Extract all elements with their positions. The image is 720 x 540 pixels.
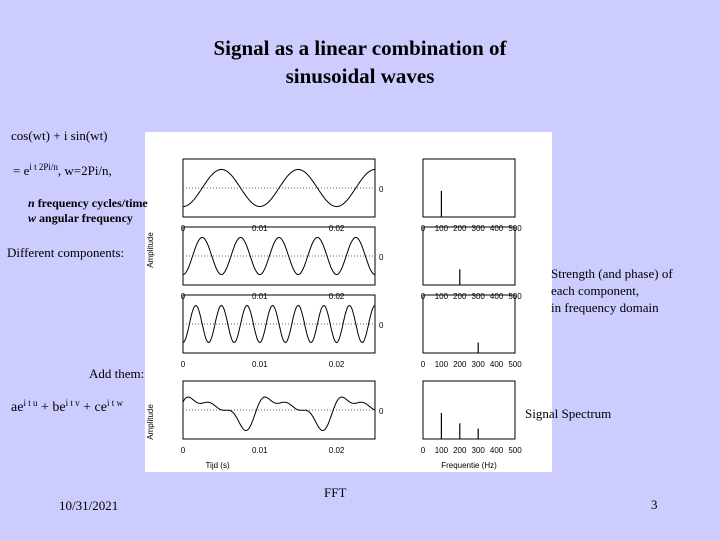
exp-prefix: = e <box>13 163 30 178</box>
waveform-line <box>182 396 376 431</box>
time-tick-label: 0.02 <box>329 360 345 369</box>
time-tick-label: 0.01 <box>252 224 268 233</box>
frequency-tick-label: 400 <box>490 292 504 301</box>
frequency-tick-label: 200 <box>453 224 467 233</box>
frequency-tick-label: 300 <box>472 360 486 369</box>
frequency-tick-label: 300 <box>472 292 486 301</box>
zero-label: 0 <box>379 253 384 262</box>
time-axis-label: Tijd (s) <box>205 461 229 470</box>
frequency-tick-label: 500 <box>508 360 522 369</box>
sum-plus-2: + <box>79 400 95 415</box>
sum-term-c-exp: i t w <box>106 398 123 408</box>
waveform-line <box>182 168 376 208</box>
exp-superscript: i t 2Pi/n <box>29 162 58 172</box>
waveform-line <box>182 236 376 276</box>
frequency-tick-label: 200 <box>453 360 467 369</box>
frequency-tick-label: 400 <box>490 446 504 455</box>
frequency-tick-label: 100 <box>435 224 449 233</box>
frequency-tick-label: 0 <box>421 360 426 369</box>
frequency-tick-label: 100 <box>435 292 449 301</box>
n-description: frequency cycles/time <box>34 196 148 210</box>
amplitude-axis-label: Amplitude <box>146 232 155 268</box>
title-line-2: sinusoidal waves <box>285 64 435 88</box>
w-description: angular frequency <box>36 211 133 225</box>
different-components-label: Different components: <box>7 245 125 260</box>
slide-date: 10/31/2021 <box>59 498 119 513</box>
sum-term-a-exp: i t u <box>23 398 38 408</box>
frequency-domain-note: Strength (and phase) of each component, … <box>551 265 673 316</box>
note-line-2: each component, <box>551 283 640 298</box>
amplitude-axis-label-combined: Amplitude <box>146 404 155 440</box>
frequency-tick-label: 400 <box>490 360 504 369</box>
sum-plus-1: + <box>37 400 53 415</box>
frequency-tick-label: 0 <box>421 446 426 455</box>
frequency-tick-label: 200 <box>453 446 467 455</box>
w-symbol: w <box>28 211 37 225</box>
frequency-tick-label: 200 <box>453 292 467 301</box>
frequency-tick-label: 400 <box>490 224 504 233</box>
sum-term-b: be <box>52 400 66 415</box>
frequency-axis-label: Frequentie (Hz) <box>441 461 497 470</box>
time-tick-label: 0.02 <box>329 224 345 233</box>
spectrum-plot-frame <box>422 294 516 354</box>
frequency-tick-label: 500 <box>508 446 522 455</box>
n-symbol: n <box>28 196 35 210</box>
time-tick-label: 0.01 <box>252 446 268 455</box>
time-tick-label: 0.01 <box>252 360 268 369</box>
time-tick-label: 0 <box>181 446 186 455</box>
zero-label: 0 <box>379 185 384 194</box>
add-them-label: Add them: <box>89 366 145 381</box>
time-tick-label: 0.02 <box>329 292 345 301</box>
time-tick-label: 0 <box>181 360 186 369</box>
signal-spectrum-label: Signal Spectrum <box>525 406 612 421</box>
exponential-form: = ei t 2Pi/n, w=2Pi/n, <box>13 162 112 179</box>
time-tick-label: 0.01 <box>252 292 268 301</box>
frequency-tick-label: 100 <box>435 360 449 369</box>
zero-label: 0 <box>379 407 384 416</box>
euler-equation: cos(wt) + i sin(wt) <box>11 128 108 143</box>
note-line-3: in frequency domain <box>551 300 659 315</box>
waveform-line <box>182 304 376 344</box>
frequency-tick-label: 300 <box>472 224 486 233</box>
spectrum-plot-frame <box>422 380 516 440</box>
frequency-tick-label: 300 <box>472 446 486 455</box>
spectrum-plot-frame <box>422 226 516 286</box>
slide-title: Signal as a linear combination of sinuso… <box>0 34 720 90</box>
page-number: 3 <box>651 497 658 512</box>
frequency-tick-label: 100 <box>435 446 449 455</box>
sum-expression: aei t u + bei t v + cei t w <box>11 398 123 416</box>
spectrum-plot-frame <box>422 158 516 218</box>
title-line-1: Signal as a linear combination of <box>213 36 507 60</box>
sum-term-c: ce <box>94 400 107 415</box>
sum-term-a: ae <box>11 400 24 415</box>
sum-term-b-exp: i t v <box>65 398 80 408</box>
note-line-1: Strength (and phase) of <box>551 266 673 281</box>
slide-footer: FFT <box>324 485 347 500</box>
w-definition: w angular frequency <box>28 211 133 226</box>
exp-suffix: , w=2Pi/n, <box>57 163 112 178</box>
time-tick-label: 0.02 <box>329 446 345 455</box>
signal-figure: 0 0 0.01 0.02 0 100 200 300 400 500 0 0 0.01 0.02 0 100… <box>145 132 552 472</box>
n-definition: n frequency cycles/time <box>28 196 148 211</box>
zero-label: 0 <box>379 321 384 330</box>
